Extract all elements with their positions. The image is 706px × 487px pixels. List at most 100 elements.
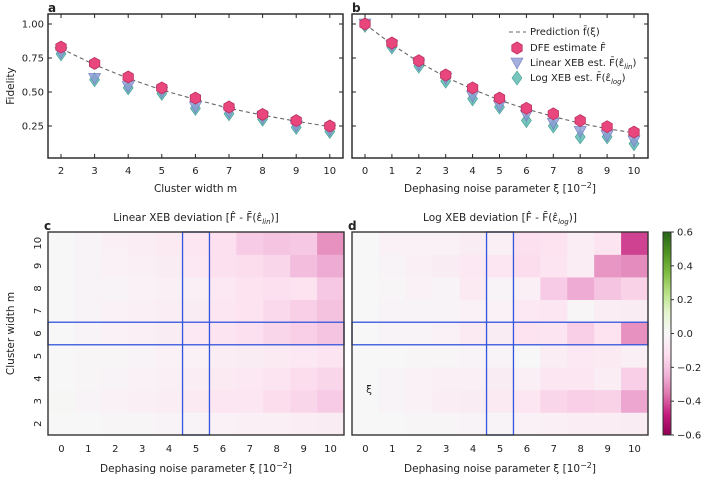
heatmap-cell [317, 232, 345, 255]
dfe-marker [290, 114, 302, 128]
heatmap-cell [594, 389, 622, 413]
dfe-marker [520, 101, 532, 115]
x-tick-label: 0 [362, 166, 368, 177]
x-tick-label: 5 [496, 166, 502, 177]
heatmap-cell [290, 277, 318, 300]
panel-title-text: Log XEB deviation [F̂ - F̄(ε̂ [423, 211, 558, 224]
x-tick-label: 10 [323, 166, 336, 177]
x-axis-label-text: Dephasing noise parameter ξ [10 [404, 183, 580, 195]
x-tick-label: 6 [524, 444, 530, 455]
heatmap-cell [182, 277, 210, 300]
panel-label: a [48, 1, 56, 15]
heatmap-cell [621, 389, 649, 413]
legend-label-end: ) [622, 73, 626, 84]
series-dfe-estimate [55, 40, 336, 133]
heatmap-cell [263, 254, 291, 278]
heatmap-cell [459, 322, 487, 346]
x-tick-label: 9 [604, 444, 610, 455]
heatmap-cell [290, 322, 318, 346]
heatmap-cell [317, 299, 345, 323]
colorbar-tick-label: −0.6 [677, 431, 701, 442]
y-tick-label: 1.00 [22, 20, 44, 31]
heatmap-cell [432, 277, 460, 300]
heatmap-cell [236, 389, 264, 413]
heatmap-cell [378, 322, 407, 346]
heatmap-cell [432, 367, 460, 391]
heatmap-cell [378, 367, 407, 391]
heatmap-cell [567, 277, 595, 300]
panel-title-end: )] [271, 212, 279, 224]
heatmap-cell [513, 277, 541, 300]
heatmap-cell [48, 412, 76, 436]
heatmap-cell [48, 322, 76, 346]
x-tick-label: 10 [628, 444, 641, 455]
heatmap-cell [74, 254, 103, 278]
heatmap-cell [405, 322, 434, 346]
heatmap-cell [236, 344, 264, 368]
x-tick-label: 8 [578, 444, 584, 455]
heatmap-cell [74, 232, 103, 255]
x-tick-label: 9 [293, 166, 299, 177]
heatmap-cell [486, 344, 514, 368]
x-tick-label: 4 [469, 166, 475, 177]
x-tick-label: 2 [58, 166, 64, 177]
x-tick-label: 8 [577, 166, 583, 177]
heatmap-cell [236, 322, 264, 346]
heatmap-cell [128, 389, 156, 413]
x-tick-label: 10 [628, 166, 641, 177]
heatmap-cell [378, 389, 407, 413]
heatmap-cell [263, 232, 291, 255]
heatmap-cell [540, 412, 568, 436]
heatmap-cell [128, 367, 156, 391]
x-axis-label: Dephasing noise parameter ξ [10−2] [404, 461, 596, 475]
heatmap-cell [486, 389, 514, 413]
y-tick-label: 7 [33, 308, 44, 314]
heatmap-cell [209, 322, 237, 346]
dfe-marker [547, 107, 559, 121]
legend-label: Linear XEB est. F̄(ε̂lin) [530, 56, 637, 71]
y-tick-label: 2 [33, 421, 44, 427]
heatmap-cell [290, 412, 318, 436]
heatmap-cell [486, 412, 514, 436]
dfe-marker [89, 56, 101, 70]
heatmap-cell [513, 344, 541, 368]
heatmap-cell [459, 277, 487, 300]
colorbar-tick-label: 0.6 [677, 228, 693, 239]
heatmap-cell [405, 344, 434, 368]
heatmap-cell [486, 232, 514, 255]
heatmap-cell [263, 299, 291, 323]
dfe-marker [511, 41, 523, 55]
heatmap-cell [290, 344, 318, 368]
heatmap-cell [621, 277, 649, 300]
heatmap-cell [236, 254, 264, 278]
x-axis-label-exponent: −2 [580, 181, 592, 190]
heatmap-cell [486, 322, 514, 346]
panel-d: d Log XEB deviation [F̂ - F̄(ε̂log)] 0 1 2 3 4… [348, 211, 649, 475]
heatmap-cell [290, 254, 318, 278]
heatmap-cell [155, 322, 183, 346]
heatmap-cell [540, 232, 568, 255]
x-axis-label: Cluster width m [154, 183, 237, 195]
x-tick-label: 1 [389, 444, 395, 455]
axes-frame [47, 231, 345, 436]
heatmap-cell [459, 254, 487, 278]
x-tick-label: 4 [166, 444, 172, 455]
x-tick-label: 5 [159, 166, 165, 177]
series-dfe-estimate [359, 17, 640, 139]
heatmap-cell [74, 412, 103, 436]
x-tick-label: 2 [112, 444, 118, 455]
heatmap-cell [594, 412, 622, 436]
heatmap-cell [567, 389, 595, 413]
heatmap-cell [128, 344, 156, 368]
heatmap-cell [405, 299, 434, 323]
heatmap-cell [567, 322, 595, 346]
heatmap-cell [621, 367, 649, 391]
heatmap-cell [513, 322, 541, 346]
heatmap-cell [182, 412, 210, 436]
axes-frame [47, 13, 344, 159]
heatmap-cell [263, 367, 291, 391]
heatmap-cell [74, 299, 103, 323]
heatmap-cell [594, 299, 622, 323]
heatmap-cell [378, 277, 407, 300]
